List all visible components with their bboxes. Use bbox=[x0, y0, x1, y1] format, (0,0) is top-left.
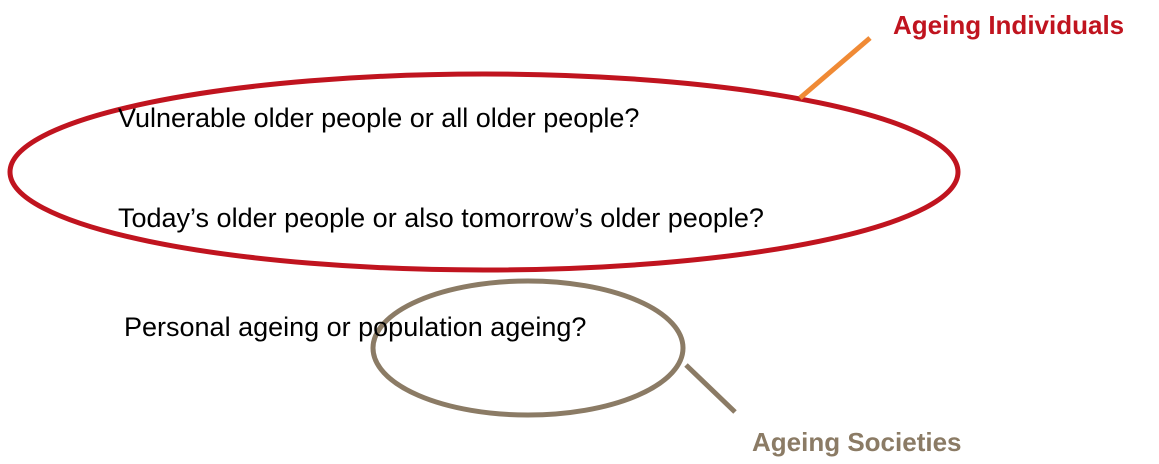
question: Today’s older people or also tomorrow’s … bbox=[118, 203, 764, 233]
societies-ellipse bbox=[370, 278, 686, 418]
societies-pointer bbox=[684, 363, 737, 414]
question: Vulnerable older people or all older peo… bbox=[118, 103, 639, 133]
individuals-ellipse bbox=[7, 71, 961, 273]
individuals-label: Ageing Individuals bbox=[893, 10, 1124, 40]
societies-label: Ageing Societies bbox=[752, 427, 962, 457]
individuals-pointer bbox=[798, 36, 872, 100]
question: Personal ageing or population ageing? bbox=[124, 312, 586, 342]
